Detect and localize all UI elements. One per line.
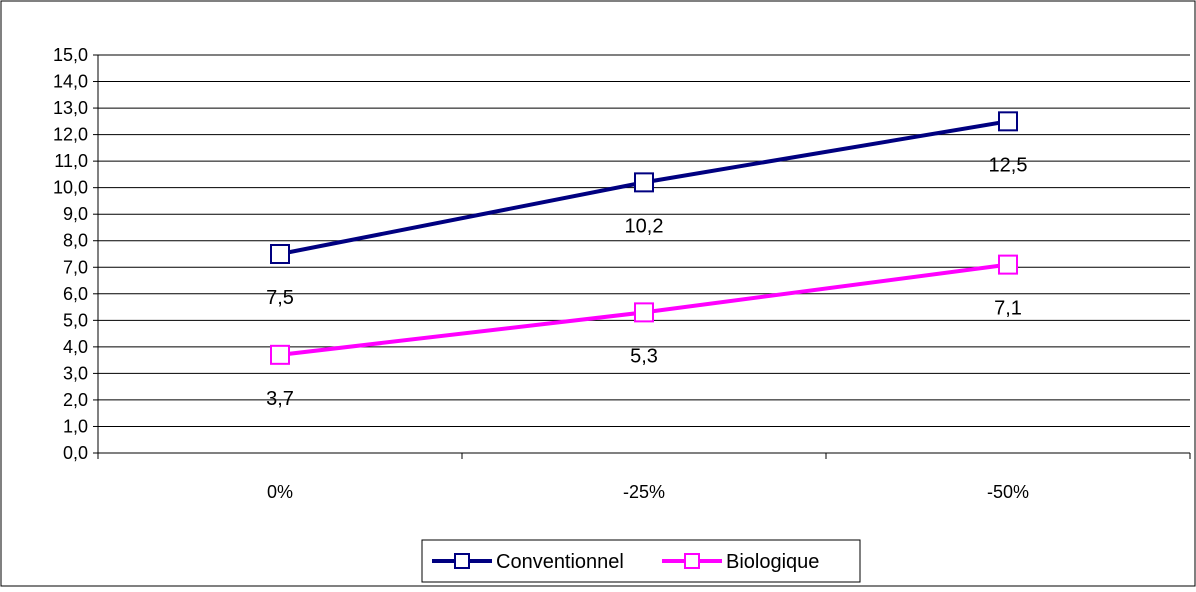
y-tick-label: 8,0 [63,231,88,251]
y-tick-label: 7,0 [63,257,88,277]
axes: 0,0 1,0 2,0 3,0 4,0 5,0 6,0 7,0 8,0 9,0 10,0 11,0 12… [53,45,1191,502]
y-tick-label: 14,0 [53,72,88,92]
y-tick-label: 13,0 [53,98,88,118]
y-tick-label: 11,0 [54,151,88,171]
data-label: 12,5 [989,154,1028,176]
series-group [270,111,1018,365]
legend-swatch-marker [684,553,700,569]
data-point-marker [634,172,654,193]
y-tick-label: 12,0 [53,125,88,145]
data-point-marker [998,111,1018,132]
data-point-marker [634,302,654,323]
y-tick-label: 0,0 [63,443,88,463]
data-label: 5,3 [630,345,658,367]
y-tick-label: 6,0 [63,284,88,304]
y-tick-label: 3,0 [63,363,88,383]
y-tick-label: 4,0 [63,337,88,357]
x-tick-label: 0% [267,482,293,502]
legend: Conventionnel Biologique [421,539,861,583]
y-tick-label: 9,0 [63,204,88,224]
data-label: 7,1 [994,298,1022,320]
data-point-marker [270,244,290,264]
legend-swatch-marker [454,553,470,569]
legend-box [421,539,861,583]
y-tick-label: 10,0 [53,178,88,198]
x-tick-label: -25% [623,482,665,502]
y-tick-label: 15,0 [53,45,88,65]
data-point-marker [270,344,290,365]
y-tick-label: 2,0 [63,390,88,410]
legend-label: Biologique [726,551,819,573]
data-label: 7,5 [266,287,294,309]
y-tick-label: 5,0 [63,310,88,330]
legend-label: Conventionnel [496,551,624,573]
data-labels: 7,5 10,2 12,5 3,7 5,3 7,1 [266,154,1027,409]
y-tick-label: 1,0 [63,416,88,436]
x-tick-label: -50% [987,482,1029,502]
data-label: 10,2 [625,215,664,237]
data-point-marker [998,254,1018,275]
data-label: 3,7 [266,388,294,410]
